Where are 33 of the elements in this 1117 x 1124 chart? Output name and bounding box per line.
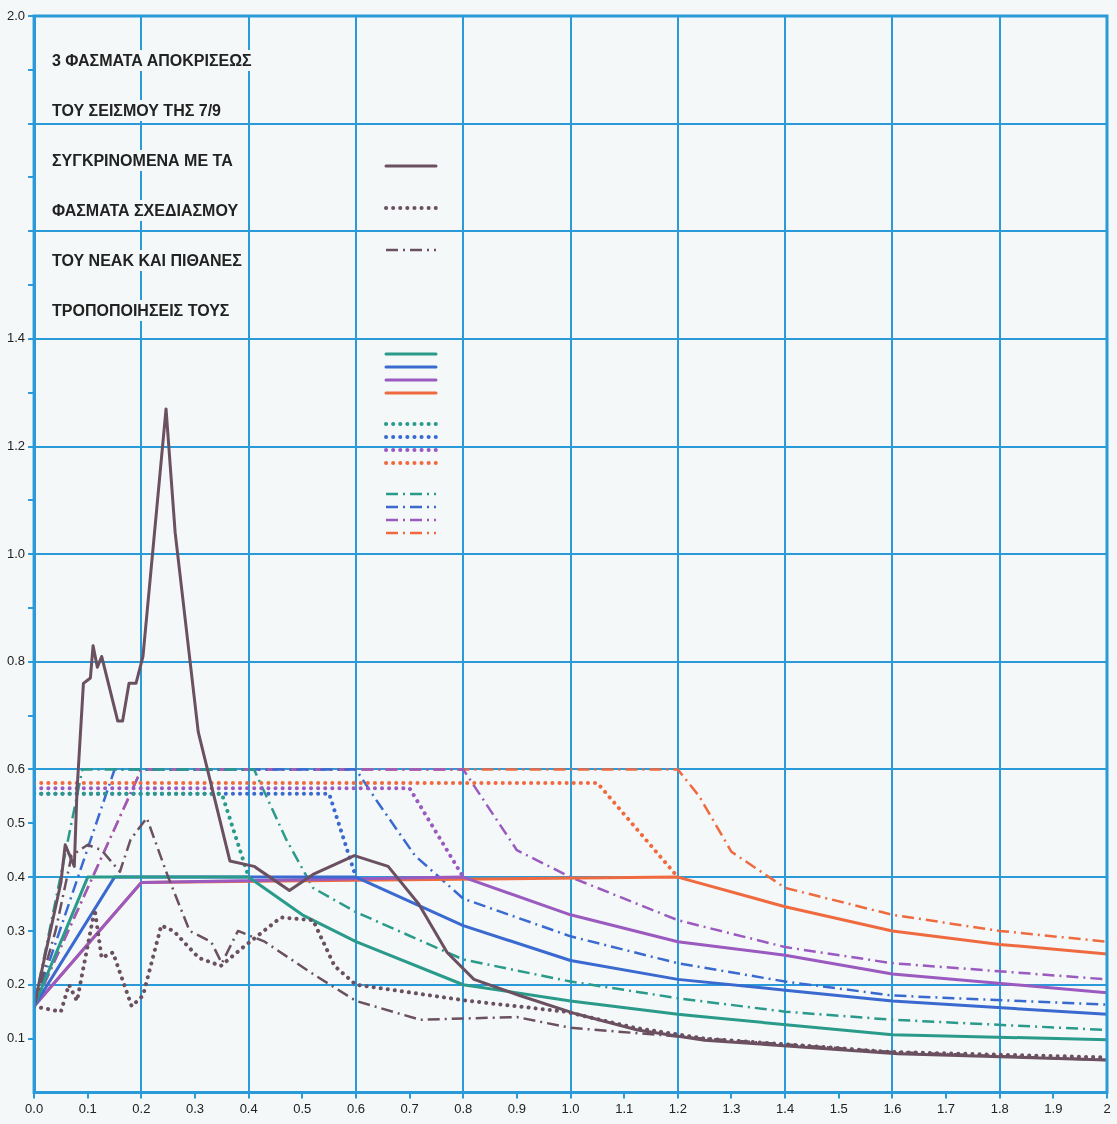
x-tick-label: 0.3 — [185, 1100, 205, 1116]
y-tick-label: 0.3 — [6, 922, 26, 938]
x-tick-label: 1.9 — [1044, 1100, 1063, 1116]
y-tick-label: 0.5 — [6, 814, 26, 830]
x-tick-label: 2 — [1103, 1100, 1111, 1116]
x-tick-label: 0.5 — [293, 1100, 312, 1116]
y-tick-label: 0.4 — [6, 868, 26, 884]
y-tick-label: 0.1 — [6, 1030, 26, 1046]
y-tick-label: 1.0 — [6, 545, 26, 561]
x-tick-label: 0.9 — [507, 1100, 526, 1116]
x-tick-label: 1.8 — [990, 1100, 1009, 1116]
x-tick-label: 0.4 — [239, 1100, 258, 1116]
x-tick-label: 1.2 — [668, 1100, 687, 1116]
x-tick-label: 1.3 — [722, 1100, 741, 1116]
x-tick-label: 1.1 — [615, 1100, 634, 1116]
y-tick-label: 1.4 — [6, 330, 26, 346]
x-tick-label: 1.7 — [937, 1100, 956, 1116]
x-tick-label: 1.0 — [561, 1100, 580, 1116]
y-tick-label: 1.2 — [6, 438, 26, 454]
x-tick-label: 1.4 — [776, 1100, 795, 1116]
y-tick-label: 2.0 — [6, 7, 26, 23]
y-tick-label: 0.2 — [6, 976, 26, 992]
x-tick-label: 1.6 — [883, 1100, 902, 1116]
chart-title: 3 ΦΑΣΜΑΤΑ ΑΠΟΚΡΙΣΕΩΣ ΤΟΥ ΣΕΙΣΜΟΥ ΤΗΣ 7/9 ΣΥΓΚΡΙΝΟΜΕΝΑ ΜΕ ΤΑ ΦΑΣΜΑΤΑ ΣΧΕΔΙΑΣΜΟΥ ΤΟΥ ΝΕΑΚ ΚΑΙ ΠΙΘΑΝΕΣ ΤΡΟΠΟΠΟΙΗΣΕΙΣ ΤΟΥΣ — [52, 52, 252, 319]
y-tick-label: 0.8 — [6, 653, 26, 669]
x-tick-label: 0.1 — [78, 1100, 97, 1116]
y-tick-label: 0.6 — [6, 761, 26, 777]
x-tick-label: 0.0 — [25, 1100, 44, 1116]
x-tick-label: 0.2 — [132, 1100, 151, 1116]
x-tick-label: 1.5 — [829, 1100, 848, 1116]
x-tick-label: 0.6 — [346, 1100, 365, 1116]
x-tick-label: 0.8 — [454, 1100, 473, 1116]
x-tick-label: 0.7 — [400, 1100, 419, 1116]
